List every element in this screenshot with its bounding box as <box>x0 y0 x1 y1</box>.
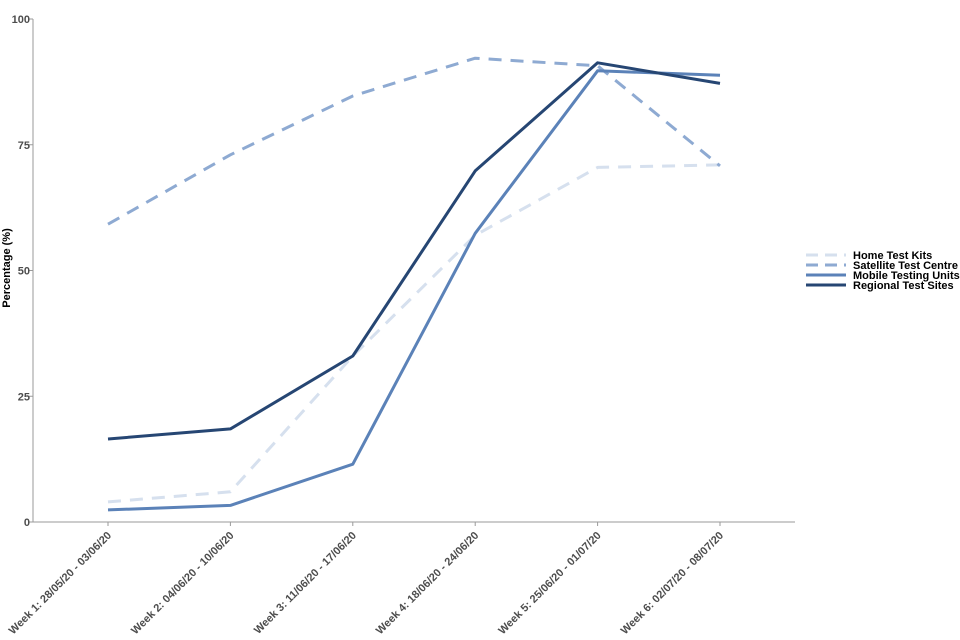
x-tick-label: Week 1: 28/05/20 - 03/06/20 <box>7 530 114 637</box>
series-line-satellite-test-centre <box>107 56 721 226</box>
y-tick-label: 75 <box>18 140 30 152</box>
legend-label: Home Test Kits <box>853 250 932 262</box>
series-line-home-test-kits <box>107 163 721 504</box>
x-tick-label: Week 3: 11/06/20 - 17/06/20 <box>252 530 359 637</box>
y-axis: 0 25 50 75 100 <box>12 14 34 529</box>
y-tick-label: 25 <box>18 391 30 403</box>
y-tick-label: 50 <box>18 266 30 278</box>
legend-label: Mobile Testing Units <box>853 270 960 282</box>
y-axis-title: Percentage (%) <box>1 228 13 308</box>
x-tick-label: Week 2: 04/06/20 - 10/06/20 <box>129 530 236 637</box>
x-tick-label: Week 4: 18/06/20 - 24/06/20 <box>374 530 481 637</box>
series-line-mobile-testing-units <box>107 69 721 512</box>
x-tick-label: Week 5: 25/06/20 - 01/07/20 <box>496 530 603 637</box>
y-tick-label: 0 <box>24 517 30 529</box>
series-lines <box>107 56 721 512</box>
legend-label: Satellite Test Centre <box>853 260 958 272</box>
series-line-regional-test-sites <box>107 61 721 441</box>
legend-label: Regional Test Sites <box>853 280 954 292</box>
y-tick-label: 100 <box>12 14 30 26</box>
x-axis: Week 1: 28/05/20 - 03/06/20 Week 2: 04/06… <box>7 521 795 637</box>
x-tick-label: Week 6: 02/07/20 - 08/07/20 <box>619 530 726 637</box>
